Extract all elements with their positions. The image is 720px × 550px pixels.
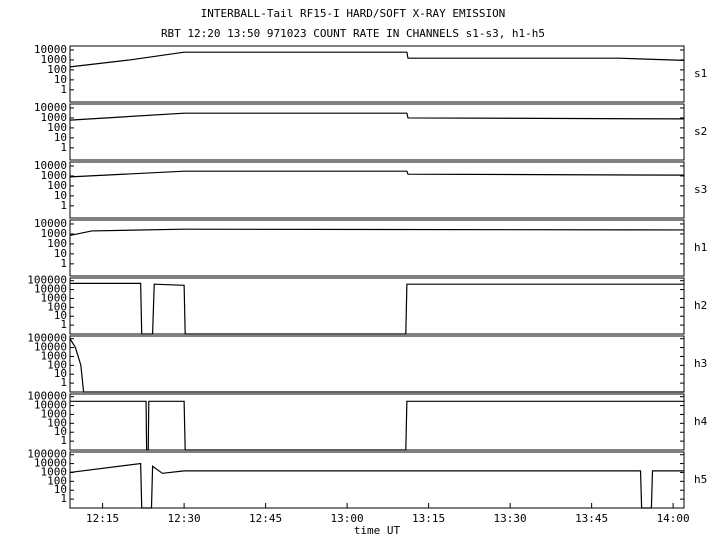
y-tick-label: 1000 — [41, 349, 68, 362]
y-tick-label: 100 — [47, 474, 67, 487]
y-tick-label: 10 — [54, 189, 67, 202]
y-tick-label: 1000 — [41, 111, 68, 124]
y-tick-label: 1000 — [41, 53, 68, 66]
y-tick-label: 1 — [60, 199, 67, 212]
data-line — [69, 228, 685, 237]
x-tick-label: 12:30 — [168, 512, 201, 525]
y-tick-label: 10000 — [34, 43, 67, 56]
y-tick-label: 1000 — [41, 227, 68, 240]
y-tick-label: 1 — [60, 492, 67, 505]
y-tick-label: 100 — [47, 358, 67, 371]
x-tick-label: 13:00 — [331, 512, 364, 525]
panel-label: h2 — [694, 299, 707, 312]
data-line — [70, 282, 684, 335]
panel-frame — [69, 219, 685, 277]
y-tick-label: 1000 — [41, 169, 68, 182]
panel-label: h4 — [694, 415, 708, 428]
chart-subtitle: RBT 12:20 13:50 971023 COUNT RATE IN CHA… — [161, 27, 545, 40]
y-tick-label: 100 — [47, 179, 67, 192]
y-tick-label: 1 — [60, 376, 67, 389]
panel-label: s1 — [694, 67, 707, 80]
y-tick-label: 10000 — [34, 399, 67, 412]
y-tick-label: 10000 — [34, 101, 67, 114]
panel-label: h1 — [694, 241, 707, 254]
y-tick-label: 10 — [54, 425, 67, 438]
y-tick-label: 10 — [54, 367, 67, 380]
y-tick-label: 10000 — [34, 217, 67, 230]
data-line — [69, 338, 684, 393]
data-line — [69, 112, 685, 121]
x-tick-label: 13:30 — [494, 512, 527, 525]
y-tick-label: 100 — [47, 237, 67, 250]
y-tick-label: 10000 — [34, 457, 67, 470]
x-tick-label: 12:15 — [86, 512, 119, 525]
y-tick-label: 1000 — [41, 407, 68, 420]
y-tick-label: 100 — [47, 300, 67, 313]
x-tick-label: 12:45 — [249, 512, 282, 525]
y-tick-label: 100 — [47, 63, 67, 76]
y-tick-label: 1000 — [41, 291, 68, 304]
y-tick-label: 100 — [47, 416, 67, 429]
y-tick-label: 100 — [47, 121, 67, 134]
y-tick-label: 1 — [60, 141, 67, 154]
y-tick-label: 100000 — [27, 390, 67, 403]
panel-label: h5 — [694, 473, 707, 486]
x-axis-label: time UT — [354, 524, 401, 537]
x-tick-label: 14:00 — [657, 512, 690, 525]
data-line — [69, 170, 685, 178]
y-tick-label: 10 — [54, 73, 67, 86]
x-tick-label: 13:45 — [575, 512, 608, 525]
panel-frame — [69, 103, 685, 161]
y-tick-label: 100000 — [27, 274, 67, 287]
y-tick-label: 100000 — [27, 332, 67, 345]
data-line — [69, 462, 684, 509]
panel-label: h3 — [694, 357, 707, 370]
panel-frame — [69, 451, 685, 509]
y-tick-label: 100000 — [27, 448, 67, 461]
panel-frame — [69, 45, 685, 103]
panel-label: s2 — [694, 125, 707, 138]
y-tick-label: 1 — [60, 83, 67, 96]
y-tick-label: 1 — [60, 318, 67, 331]
y-tick-label: 10 — [54, 483, 67, 496]
y-tick-label: 10 — [54, 247, 67, 260]
data-line — [69, 51, 685, 68]
panel-frame — [69, 161, 685, 219]
data-line — [70, 400, 684, 451]
y-tick-label: 10 — [54, 131, 67, 144]
y-tick-label: 10 — [54, 309, 67, 322]
panel-label: s3 — [694, 183, 707, 196]
y-tick-label: 10000 — [34, 159, 67, 172]
x-tick-label: 13:15 — [412, 512, 445, 525]
y-tick-label: 1000 — [41, 465, 68, 478]
chart-title: INTERBALL-Tail RF15-I HARD/SOFT X-RAY EM… — [201, 7, 506, 20]
y-tick-label: 10000 — [34, 341, 67, 354]
y-tick-label: 1 — [60, 434, 67, 447]
y-tick-label: 10000 — [34, 283, 67, 296]
y-tick-label: 1 — [60, 257, 67, 270]
